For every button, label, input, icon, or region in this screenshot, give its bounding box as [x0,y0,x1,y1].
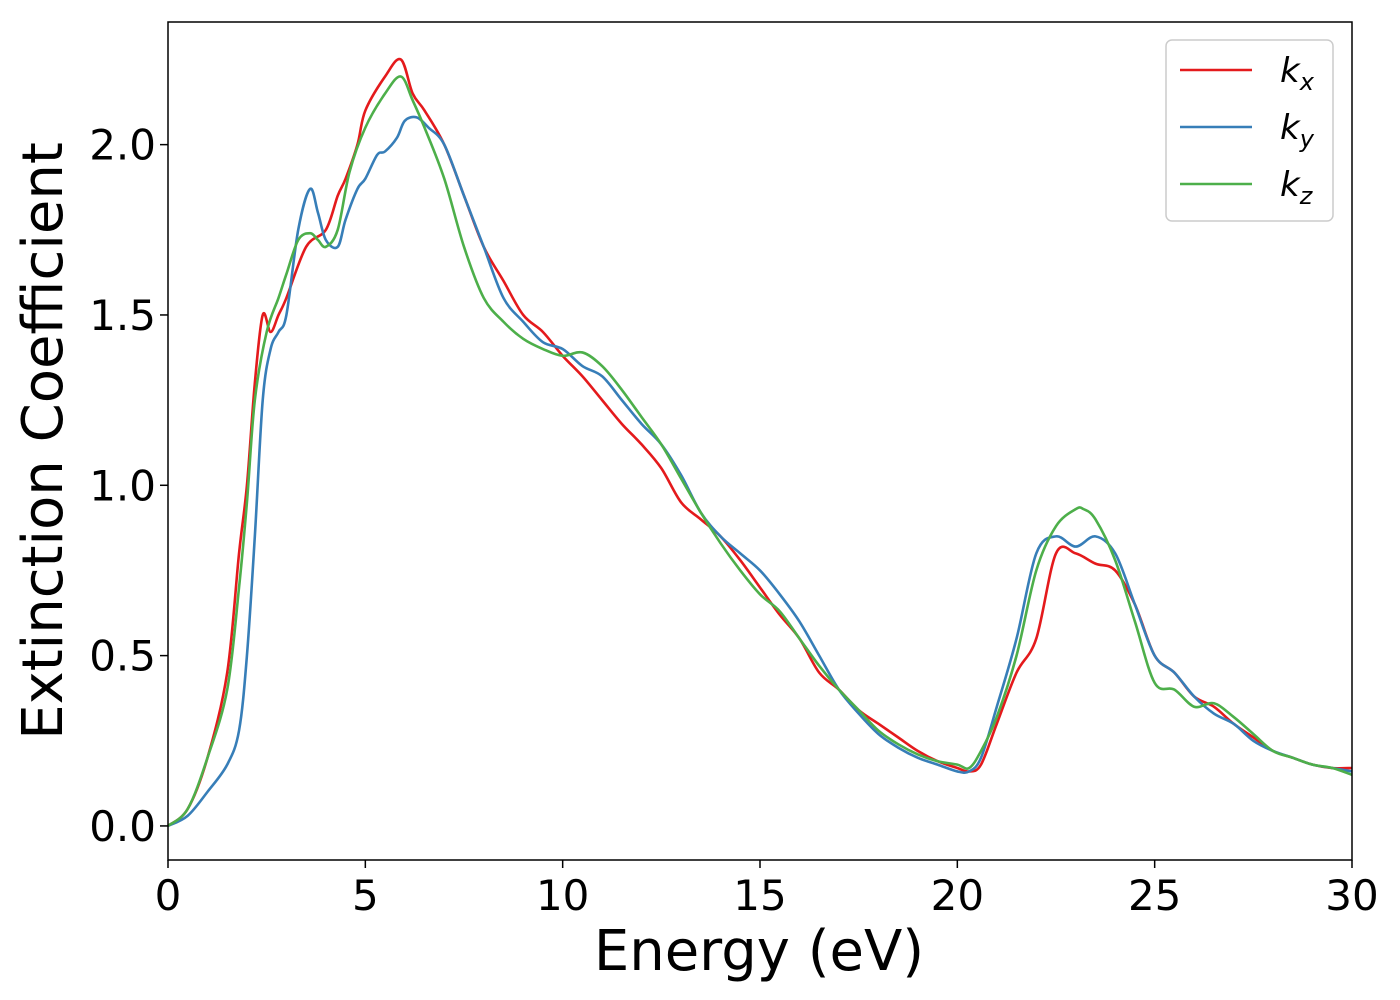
series-line-k-z [167,75,1353,827]
y-tick-label: 2.0 [89,121,156,170]
legend-box [1165,39,1334,222]
legend-label-k-x: kx [1280,51,1315,96]
series-line-k-y [167,115,1353,828]
x-tick-label: 15 [733,871,786,920]
y-tick-label: 0.0 [89,802,156,851]
x-axis-ticks: 0 5 10 15 20 25 30 [155,860,1379,920]
y-tick-label: 1.5 [89,291,156,340]
x-tick-label: 25 [1128,871,1181,920]
legend-label-k-z: kz [1280,165,1314,210]
x-tick-label: 30 [1325,871,1378,920]
legend: kx ky kz [1165,39,1334,222]
y-axis-label: Extinction Coefficient [11,142,76,740]
x-tick-label: 20 [931,871,984,920]
x-tick-label: 0 [155,871,182,920]
x-tick-label: 10 [536,871,589,920]
x-axis-label: Energy (eV) [594,919,924,984]
plot-lines [167,57,1353,828]
y-tick-label: 1.0 [89,461,156,510]
y-axis-ticks: 0.0 0.5 1.0 1.5 2.0 [89,121,168,851]
x-tick-label: 5 [352,871,379,920]
y-tick-label: 0.5 [89,632,156,681]
legend-label-k-y: ky [1280,108,1315,153]
